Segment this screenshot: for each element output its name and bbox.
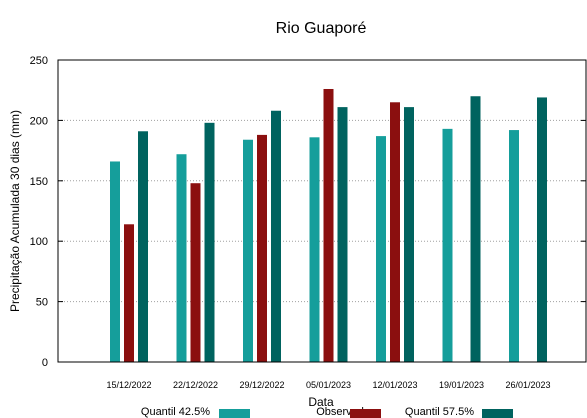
bar [537, 97, 547, 362]
y-axis-label: Precipitação Acumulada 30 dias (mm) [8, 110, 22, 312]
bar [243, 139, 253, 362]
bar [204, 122, 215, 362]
x-tick-label: 05/01/2023 [306, 380, 351, 390]
bar [470, 96, 481, 363]
x-tick-label: 19/01/2023 [439, 380, 484, 390]
bar [271, 110, 281, 363]
bar [509, 130, 519, 362]
bar [323, 88, 334, 362]
gridlines [58, 119, 586, 303]
x-tick-label: 22/12/2022 [173, 380, 218, 390]
y-axis: 0 50 100 150 200 250 [30, 55, 586, 369]
y-tick-label: 250 [30, 55, 48, 67]
x-axis-label: Data [308, 395, 334, 409]
bar [390, 102, 400, 362]
bar [337, 107, 348, 362]
legend: Quantil 42.5% Observado Quantil 57.5% [141, 406, 513, 418]
bar [138, 131, 148, 362]
chart-title: Rio Guaporé [276, 20, 367, 37]
y-tick-label: 0 [42, 357, 48, 369]
y-tick-label: 50 [36, 297, 48, 309]
bar [190, 183, 201, 362]
x-tick-label: 29/12/2022 [239, 380, 284, 390]
x-axis: 15/12/2022 22/12/2022 29/12/2022 05/01/2023… [106, 380, 550, 390]
y-tick-label: 150 [30, 176, 48, 188]
legend-swatch [350, 409, 381, 418]
bar [124, 224, 134, 362]
bar [110, 161, 120, 362]
legend-swatch [482, 409, 513, 418]
x-tick-label: 15/12/2022 [106, 380, 151, 390]
plot-frame [57, 59, 587, 363]
bar [404, 107, 414, 362]
legend-label: Quantil 42.5% [141, 406, 210, 418]
bar [176, 154, 187, 362]
x-tick-label: 12/01/2023 [372, 380, 417, 390]
x-tick-label: 26/01/2023 [505, 380, 550, 390]
y-tick-label: 200 [30, 115, 48, 127]
bar [309, 137, 320, 362]
bar [257, 134, 267, 362]
y-tick-label: 100 [30, 236, 48, 248]
bars [110, 88, 547, 363]
legend-label: Quantil 57.5% [405, 406, 474, 418]
bar [442, 128, 453, 362]
legend-swatch [219, 409, 250, 418]
bar [376, 136, 386, 362]
